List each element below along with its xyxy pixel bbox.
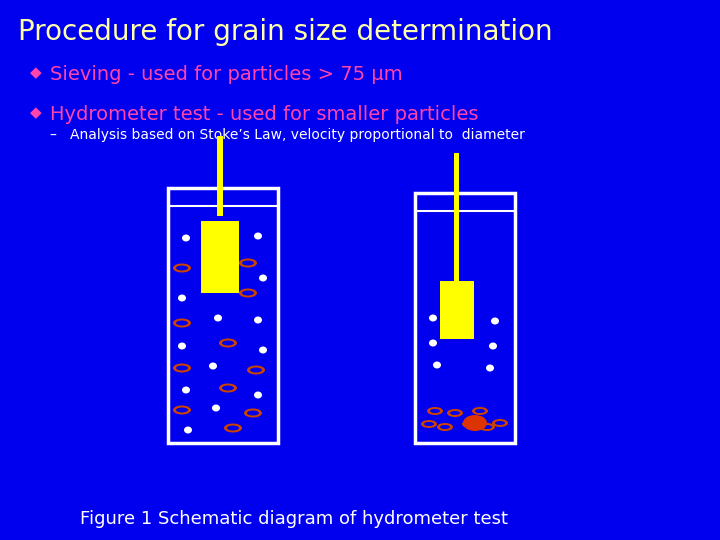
Ellipse shape	[214, 314, 222, 321]
Ellipse shape	[479, 423, 495, 431]
Ellipse shape	[184, 427, 192, 434]
Ellipse shape	[254, 233, 262, 240]
Ellipse shape	[219, 339, 237, 348]
Ellipse shape	[463, 415, 487, 431]
Ellipse shape	[421, 420, 437, 428]
Ellipse shape	[472, 407, 488, 415]
Bar	[454, 153, 459, 281]
Ellipse shape	[219, 383, 237, 393]
Ellipse shape	[475, 409, 485, 413]
Ellipse shape	[491, 318, 499, 325]
Text: Figure 1 Schematic diagram of hydrometer test: Figure 1 Schematic diagram of hydrometer…	[80, 510, 508, 528]
Ellipse shape	[244, 408, 262, 417]
Ellipse shape	[176, 321, 188, 326]
Ellipse shape	[424, 422, 434, 426]
Ellipse shape	[247, 410, 259, 415]
Ellipse shape	[250, 368, 262, 373]
Ellipse shape	[427, 407, 443, 415]
Ellipse shape	[495, 421, 505, 425]
Ellipse shape	[173, 319, 191, 327]
Bar	[415, 193, 515, 443]
Text: Hydrometer test - used for smaller particles: Hydrometer test - used for smaller parti…	[50, 105, 479, 124]
Ellipse shape	[489, 342, 497, 349]
Ellipse shape	[227, 426, 239, 430]
Ellipse shape	[430, 409, 440, 413]
Text: –   Analysis based on Stoke’s Law, velocity proportional to  diameter: – Analysis based on Stoke’s Law, velocit…	[50, 128, 525, 142]
Ellipse shape	[239, 288, 257, 298]
Ellipse shape	[176, 366, 188, 370]
Ellipse shape	[259, 347, 267, 354]
Text: Sieving - used for particles > 75 μm: Sieving - used for particles > 75 μm	[50, 65, 402, 84]
Ellipse shape	[212, 404, 220, 411]
Ellipse shape	[222, 386, 234, 390]
Ellipse shape	[254, 392, 262, 399]
Ellipse shape	[450, 411, 460, 415]
Bar	[201, 221, 239, 293]
Bar	[440, 281, 474, 339]
Text: ◆: ◆	[30, 105, 42, 120]
Ellipse shape	[242, 291, 254, 295]
Ellipse shape	[173, 264, 191, 273]
Ellipse shape	[173, 406, 191, 415]
Ellipse shape	[176, 408, 188, 413]
Ellipse shape	[178, 342, 186, 349]
Bar	[168, 188, 278, 443]
Text: ◆: ◆	[30, 65, 42, 80]
Ellipse shape	[437, 423, 453, 431]
Ellipse shape	[242, 260, 254, 266]
Ellipse shape	[429, 340, 437, 347]
Ellipse shape	[182, 234, 190, 241]
Bar	[217, 136, 222, 216]
Ellipse shape	[433, 361, 441, 368]
Ellipse shape	[222, 341, 234, 346]
Ellipse shape	[239, 259, 257, 267]
Ellipse shape	[173, 363, 191, 373]
Ellipse shape	[247, 366, 265, 375]
Ellipse shape	[254, 316, 262, 323]
Ellipse shape	[440, 425, 450, 429]
Ellipse shape	[182, 387, 190, 394]
Ellipse shape	[176, 266, 188, 271]
Ellipse shape	[482, 425, 492, 429]
Ellipse shape	[209, 362, 217, 369]
Ellipse shape	[429, 314, 437, 321]
Ellipse shape	[462, 420, 478, 428]
Ellipse shape	[259, 274, 267, 281]
Ellipse shape	[492, 419, 508, 427]
Ellipse shape	[447, 409, 463, 417]
Ellipse shape	[465, 422, 475, 426]
Text: Procedure for grain size determination: Procedure for grain size determination	[18, 18, 553, 46]
Ellipse shape	[178, 294, 186, 301]
Ellipse shape	[486, 364, 494, 372]
Ellipse shape	[224, 423, 242, 433]
